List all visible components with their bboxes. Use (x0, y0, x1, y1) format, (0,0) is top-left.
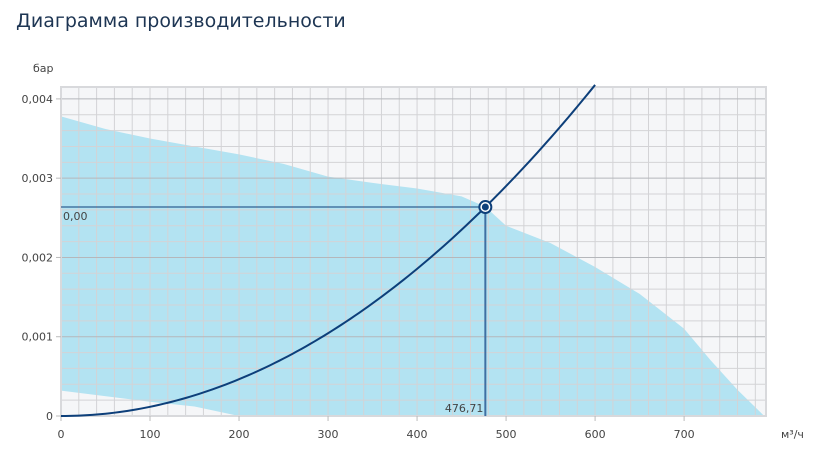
y-tick-label: 0 (46, 410, 53, 423)
x-axis-label: м³/ч (781, 428, 804, 441)
system-curve (60, 84, 596, 417)
x-tick-label: 300 (318, 428, 339, 441)
x-tick-label: 0 (58, 428, 65, 441)
x-tick-label: 200 (229, 428, 250, 441)
x-tick-label: 700 (674, 428, 695, 441)
x-tick-label: 100 (140, 428, 161, 441)
x-tick-label: 600 (585, 428, 606, 441)
operating-area (61, 116, 765, 417)
y-axis-label: бар (33, 62, 54, 75)
plot-border (60, 86, 767, 417)
x-tick-label: 400 (407, 428, 428, 441)
x-tick-label: 500 (496, 428, 517, 441)
chart-title: Диаграмма производительности (16, 10, 346, 32)
operating-point-x-label: 476,71 (445, 402, 484, 415)
y-tick-label: 0,001 (22, 331, 54, 344)
y-tick-label: 0,002 (22, 251, 54, 264)
y-tick-label: 0,004 (22, 93, 54, 106)
operating-point-y-label: 0,00 (63, 210, 88, 223)
y-tick-label: 0,003 (22, 172, 54, 185)
operating-point-dot (481, 203, 489, 211)
